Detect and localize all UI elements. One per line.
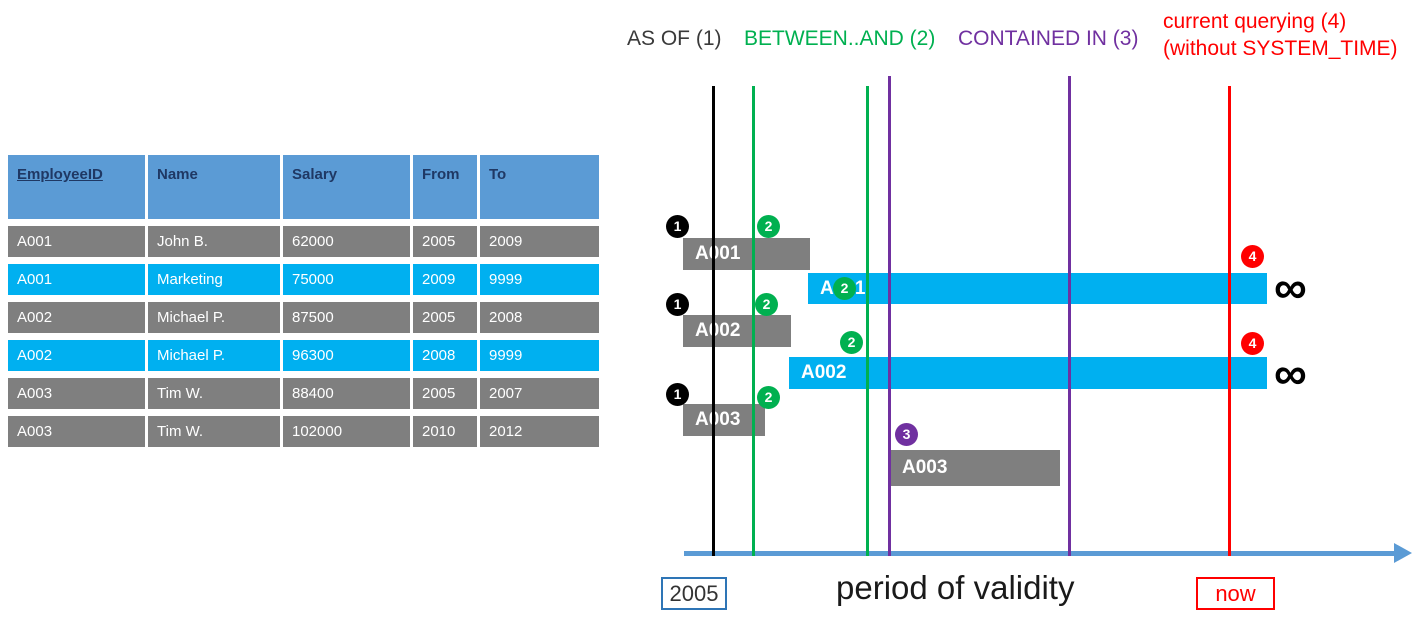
table-row: A001 John B. 62000 2005 2009 bbox=[8, 226, 599, 257]
table-cell: 2005 bbox=[413, 226, 477, 257]
table-cell: John B. bbox=[148, 226, 280, 257]
table-cell: A001 bbox=[8, 264, 145, 295]
table-cell: 2008 bbox=[480, 302, 599, 333]
contained-start-line bbox=[888, 76, 891, 556]
infinity-symbol: ∞ bbox=[1274, 261, 1307, 313]
column-header: From bbox=[413, 155, 477, 219]
contained-end-line bbox=[1068, 76, 1071, 556]
validity-bar-a003-past: A003 bbox=[683, 404, 765, 436]
table-cell: 87500 bbox=[283, 302, 410, 333]
validity-bar-a003-past: A003 bbox=[890, 450, 1060, 486]
table-cell: 96300 bbox=[283, 340, 410, 371]
query-badge-4: 4 bbox=[1241, 332, 1264, 355]
validity-bar-a001-past: A001 bbox=[683, 238, 810, 270]
table-cell: Tim W. bbox=[148, 378, 280, 409]
table-cell: 2009 bbox=[413, 264, 477, 295]
table-cell: A003 bbox=[8, 416, 145, 447]
table-cell: 2009 bbox=[480, 226, 599, 257]
legend-as-of: AS OF (1) bbox=[627, 27, 722, 50]
as-of-line bbox=[712, 86, 715, 556]
table-cell: A002 bbox=[8, 302, 145, 333]
table-cell: 2008 bbox=[413, 340, 477, 371]
table-cell: 9999 bbox=[480, 340, 599, 371]
now-box: now bbox=[1196, 577, 1275, 610]
validity-bar-a002-current: A002 bbox=[789, 357, 1267, 389]
table-cell: 62000 bbox=[283, 226, 410, 257]
validity-bar-a001-current: A001 bbox=[808, 273, 1267, 304]
table-cell: A002 bbox=[8, 340, 145, 371]
table-row: A002 Michael P. 96300 2008 9999 bbox=[8, 340, 599, 371]
between-start-line bbox=[752, 86, 755, 556]
table-row: A002 Michael P. 87500 2005 2008 bbox=[8, 302, 599, 333]
table-cell: 2012 bbox=[480, 416, 599, 447]
table-cell: 2007 bbox=[480, 378, 599, 409]
query-badge-2: 2 bbox=[757, 215, 780, 238]
between-end-line bbox=[866, 86, 869, 556]
query-badge-2: 2 bbox=[757, 386, 780, 409]
axis-caption: period of validity bbox=[836, 569, 1075, 606]
table-cell: 88400 bbox=[283, 378, 410, 409]
time-axis-arrowhead-icon bbox=[1394, 543, 1412, 563]
query-badge-1: 1 bbox=[666, 383, 689, 406]
query-badge-4: 4 bbox=[1241, 245, 1264, 268]
legend-contained-in: CONTAINED IN (3) bbox=[958, 27, 1139, 50]
table-cell: 75000 bbox=[283, 264, 410, 295]
query-badge-2: 2 bbox=[755, 293, 778, 316]
table-cell: Michael P. bbox=[148, 340, 280, 371]
table-cell: Tim W. bbox=[148, 416, 280, 447]
query-badge-1: 1 bbox=[666, 215, 689, 238]
employee-table-body: A001 John B. 62000 2005 2009 A001 Marketing 750… bbox=[8, 226, 599, 447]
column-header: To bbox=[480, 155, 599, 219]
column-header: Name bbox=[148, 155, 280, 219]
table-cell: A003 bbox=[8, 378, 145, 409]
legend-current-querying-line1: current querying (4) bbox=[1163, 10, 1347, 33]
time-axis bbox=[684, 551, 1396, 556]
table-cell: Marketing bbox=[148, 264, 280, 295]
table-cell: 102000 bbox=[283, 416, 410, 447]
legend-current-querying-line2: (without SYSTEM_TIME) bbox=[1163, 37, 1398, 60]
employee-table-header-row: EmployeeID Name Salary From To bbox=[8, 155, 599, 219]
employee-table: EmployeeID Name Salary From To A001 John B. 62… bbox=[5, 148, 602, 454]
table-cell: 2005 bbox=[413, 302, 477, 333]
table-cell: 2005 bbox=[413, 378, 477, 409]
table-cell: 2010 bbox=[413, 416, 477, 447]
infinity-symbol: ∞ bbox=[1274, 347, 1307, 399]
query-badge-2: 2 bbox=[833, 277, 856, 300]
table-cell: Michael P. bbox=[148, 302, 280, 333]
table-row: A003 Tim W. 88400 2005 2007 bbox=[8, 378, 599, 409]
query-badge-2: 2 bbox=[840, 331, 863, 354]
validity-bar-a002-past: A002 bbox=[683, 315, 791, 347]
now-line bbox=[1228, 86, 1231, 556]
table-row: A003 Tim W. 102000 2010 2012 bbox=[8, 416, 599, 447]
query-badge-1: 1 bbox=[666, 293, 689, 316]
table-row: A001 Marketing 75000 2009 9999 bbox=[8, 264, 599, 295]
query-badge-3: 3 bbox=[895, 423, 918, 446]
column-header: EmployeeID bbox=[8, 155, 145, 219]
column-header: Salary bbox=[283, 155, 410, 219]
start-year-box: 2005 bbox=[661, 577, 727, 610]
legend-between-and: BETWEEN..AND (2) bbox=[744, 27, 936, 50]
table-cell: A001 bbox=[8, 226, 145, 257]
table-cell: 9999 bbox=[480, 264, 599, 295]
